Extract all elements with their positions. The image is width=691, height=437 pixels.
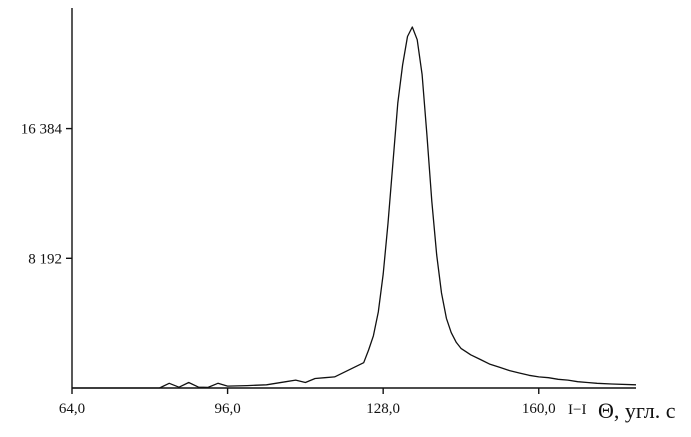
axes — [71, 8, 636, 389]
x-tick-label: 96,0 — [214, 401, 240, 417]
y-tick-label: 16 384 — [21, 122, 63, 138]
x-ticks: 64,0 96,0 128,0 160,0 — [59, 388, 556, 417]
x-axis-prefix-label: I−I — [568, 402, 586, 418]
series-line — [72, 26, 637, 389]
x-tick-label: 128,0 — [366, 401, 400, 417]
x-tick-label: 160,0 — [522, 401, 556, 417]
x-axis-label: Θ, угл. с — [598, 398, 676, 423]
y-tick-label: 8 192 — [28, 251, 62, 267]
y-ticks: 8 192 16 384 — [21, 122, 72, 267]
x-tick-label: 64,0 — [59, 401, 85, 417]
